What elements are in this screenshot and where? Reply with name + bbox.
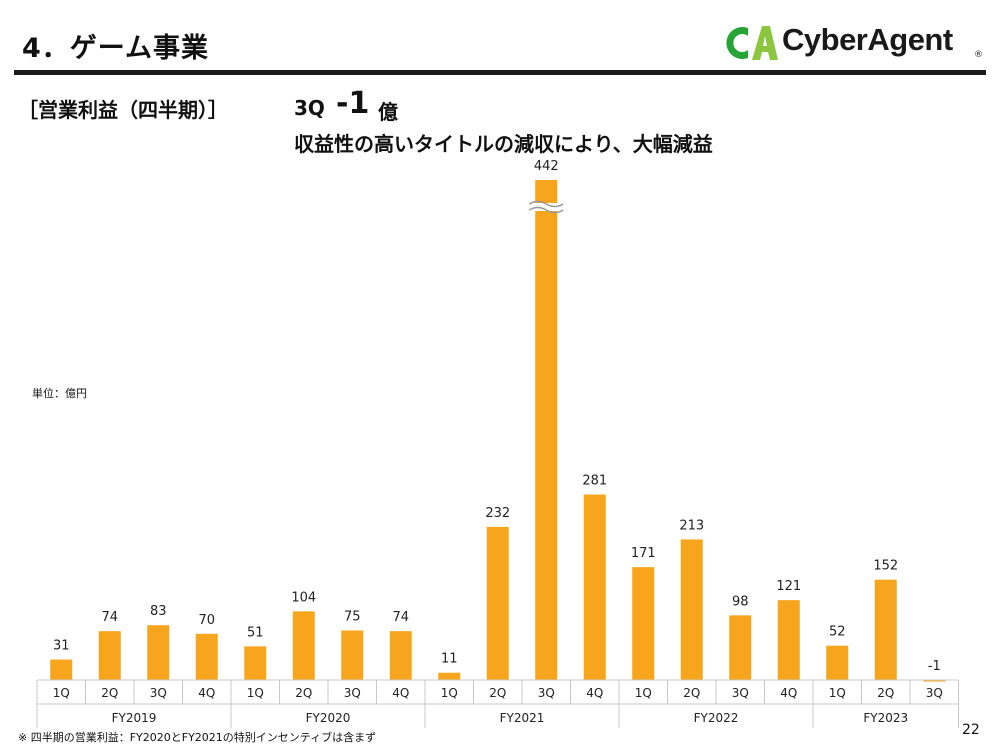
group-label: FY2020 [306,711,351,725]
tick-label: 3Q [538,686,555,700]
cyberagent-logo: CyberAgent ® [718,14,988,70]
group-label: FY2023 [863,711,908,725]
data-label: 213 [679,518,704,533]
data-label: 52 [829,625,846,640]
page-number: 22 [962,722,980,738]
bar-FY2023-2Q [874,579,897,680]
tick-label: 1Q [247,686,264,700]
headline-unit: 億 [378,100,398,124]
footnote: ※ 四半期の営業利益：FY2020とFY2021の特別インセンティブは含まず [18,731,377,744]
data-label: 442 [534,159,559,174]
data-label: 83 [150,604,167,619]
bar-FY2020-4Q [389,631,412,680]
data-label: 74 [392,610,409,625]
data-label: -1 [928,659,941,674]
tick-label: 2Q [683,686,700,700]
headline-quarter: 3Q [294,96,325,120]
data-label: 281 [582,474,607,489]
bar-FY2022-3Q [729,615,752,680]
bar-FY2019-1Q [50,659,73,680]
group-label: FY2019 [112,711,157,725]
bar-FY2019-2Q [98,631,121,680]
logo-a-shape [752,26,778,60]
tick-label: 3Q [344,686,361,700]
tick-label: 1Q [53,686,70,700]
data-label: 98 [732,594,749,609]
bar-FY2021-4Q [583,494,606,680]
group-label: FY2022 [694,711,739,725]
data-label: 75 [344,610,361,625]
registered-mark: ® [974,50,983,60]
data-label: 104 [291,590,316,605]
axis-break-mask [531,203,562,211]
tick-label: 3Q [926,686,943,700]
tick-label: 2Q [295,686,312,700]
bar-FY2022-2Q [680,539,703,680]
bars-layer: 31 74 83 70 51 104 75 74 11 232 442 281 171 213 98 121 5… [50,159,946,682]
bar-FY2021-2Q [486,526,509,680]
data-label: 121 [776,579,801,594]
bar-FY2020-1Q [244,646,267,680]
tick-label: 4Q [392,686,409,700]
headline-value: -1 [336,86,370,121]
data-label: 11 [441,652,458,667]
data-label: 51 [247,625,264,640]
unit-label: 単位：億円 [32,387,87,400]
bar-FY2021-1Q [438,672,461,680]
bar-FY2020-3Q [341,630,364,680]
tick-label: 2Q [489,686,506,700]
axis-break-line [528,200,564,208]
bar-FY2022-1Q [632,567,655,680]
bar-FY2023-1Q [826,645,849,680]
logo-wordmark: CyberAgent [782,22,953,57]
tick-label: 4Q [780,686,797,700]
bar-FY2019-4Q [195,633,218,680]
header-divider [14,70,986,75]
bar-FY2021-3Q [535,180,558,680]
data-label: 171 [631,546,656,561]
tick-label: 1Q [635,686,652,700]
axis-layer: 1Q 2Q 3Q 4Q 1Q 2Q 3Q 4Q 1Q 2Q 3Q 4Q 1Q 2Q 3Q 4Q 1Q 2Q 3Q FY… [36,679,959,728]
logo-c-shape [726,27,748,59]
bar-FY2023-3Q [923,680,946,682]
data-label: 152 [873,559,898,574]
axis-break-line [528,206,564,214]
bar-FY2019-3Q [147,625,170,680]
data-label: 74 [101,610,118,625]
tick-label: 2Q [101,686,118,700]
tick-label: 3Q [732,686,749,700]
group-label: FY2021 [500,711,545,725]
tick-label: 1Q [829,686,846,700]
bar-FY2022-4Q [777,600,800,680]
tick-label: 4Q [198,686,215,700]
tick-label: 1Q [441,686,458,700]
page-title: 4．ゲーム事業 [22,33,209,64]
data-label: 70 [198,613,215,628]
tick-label: 2Q [877,686,894,700]
logo-mark-icon [726,26,778,60]
data-label: 31 [53,639,70,654]
tick-label: 4Q [586,686,603,700]
tick-label: 3Q [150,686,167,700]
headline-summary: 収益性の高いタイトルの減収により、大幅減益 [294,132,713,156]
bar-FY2020-2Q [292,611,315,680]
chart-subheading: ［営業利益（四半期）］ [18,98,228,122]
data-label: 232 [485,506,510,521]
